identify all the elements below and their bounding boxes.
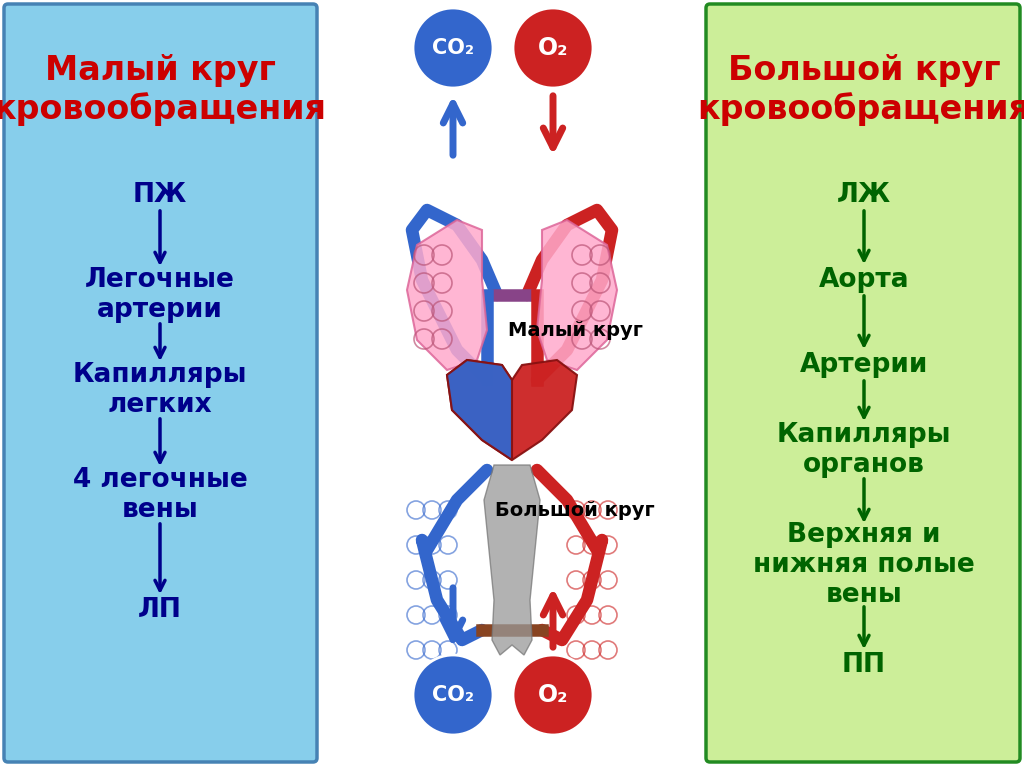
Text: Легочные
артерии: Легочные артерии bbox=[85, 267, 234, 323]
Text: Большой круг: Большой круг bbox=[496, 501, 654, 519]
Polygon shape bbox=[407, 220, 487, 370]
Text: Верхняя и
нижняя полые
вены: Верхняя и нижняя полые вены bbox=[753, 522, 975, 608]
Text: CO₂: CO₂ bbox=[432, 38, 474, 58]
Text: Аорта: Аорта bbox=[818, 267, 909, 293]
Circle shape bbox=[513, 8, 593, 88]
FancyBboxPatch shape bbox=[4, 4, 317, 762]
FancyBboxPatch shape bbox=[706, 4, 1020, 762]
Text: Большой круг
кровообращения: Большой круг кровообращения bbox=[697, 54, 1024, 126]
Text: O₂: O₂ bbox=[538, 683, 568, 707]
Text: 4 легочные
вены: 4 легочные вены bbox=[73, 467, 248, 523]
Text: ЛЖ: ЛЖ bbox=[837, 182, 891, 208]
Text: CO₂: CO₂ bbox=[432, 685, 474, 705]
Text: Малый круг: Малый круг bbox=[508, 321, 642, 340]
Polygon shape bbox=[537, 220, 617, 370]
Text: ЛП: ЛП bbox=[138, 597, 182, 623]
Polygon shape bbox=[484, 465, 540, 655]
Text: Капилляры
легких: Капилляры легких bbox=[73, 362, 247, 418]
Circle shape bbox=[513, 655, 593, 735]
Text: Капилляры
органов: Капилляры органов bbox=[777, 422, 951, 478]
Text: Малый круг
кровообращения: Малый круг кровообращения bbox=[0, 54, 327, 126]
Text: ПЖ: ПЖ bbox=[133, 182, 187, 208]
Text: Артерии: Артерии bbox=[800, 352, 928, 378]
Polygon shape bbox=[447, 360, 577, 460]
Polygon shape bbox=[447, 360, 512, 460]
Text: O₂: O₂ bbox=[538, 36, 568, 60]
Circle shape bbox=[413, 8, 493, 88]
Text: ПП: ПП bbox=[842, 652, 886, 678]
Circle shape bbox=[413, 655, 493, 735]
